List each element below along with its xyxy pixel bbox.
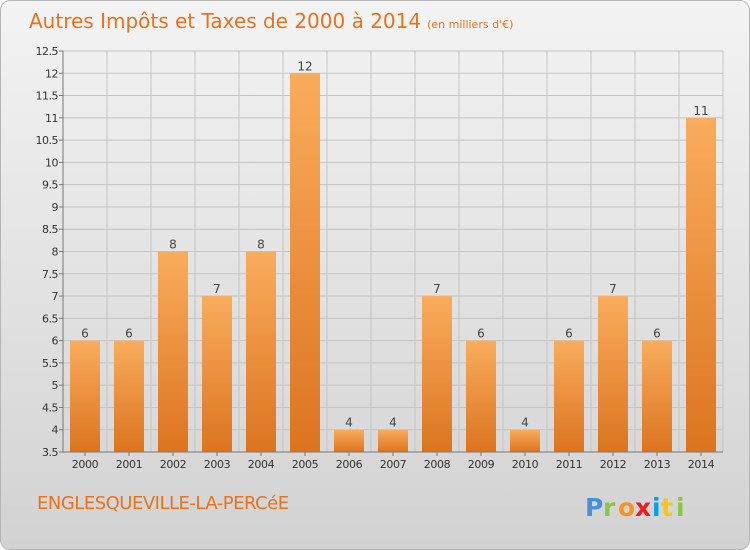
- x-tick-label: 2011: [556, 458, 582, 471]
- x-tick-label: 2014: [688, 458, 715, 471]
- data-label: 6: [477, 327, 485, 341]
- x-tick-label: 2000: [72, 458, 99, 471]
- data-label: 6: [565, 327, 573, 341]
- bar-2005[interactable]: [290, 73, 320, 453]
- data-label: 8: [169, 238, 177, 252]
- bar-2014[interactable]: [686, 117, 716, 452]
- chart-title: Autres Impôts et Taxes de 2000 à 2014 (en…: [29, 9, 513, 33]
- data-label: 4: [389, 416, 397, 430]
- proxiti-logo[interactable]: P r o x i t i: [583, 489, 693, 525]
- x-tick-label: 2013: [644, 458, 671, 471]
- bar-2011[interactable]: [554, 340, 584, 452]
- data-label: 7: [609, 282, 617, 296]
- bar-2013[interactable]: [642, 340, 672, 452]
- y-tick-label: 4: [52, 424, 59, 437]
- y-tick-label: 6.5: [42, 312, 58, 325]
- y-tick-label: 12.5: [36, 45, 59, 58]
- data-label: 11: [693, 104, 708, 118]
- x-tick-label: 2005: [292, 458, 319, 471]
- data-label: 6: [81, 327, 89, 341]
- data-label: 6: [125, 327, 133, 341]
- x-tick-label: 2007: [380, 458, 407, 471]
- y-tick-label: 7: [52, 290, 59, 303]
- y-tick-label: 9.5: [42, 179, 58, 192]
- data-label: 4: [345, 416, 353, 430]
- data-label: 6: [653, 327, 661, 341]
- y-tick-label: 12: [45, 67, 58, 80]
- y-tick-label: 7.5: [42, 268, 58, 281]
- y-tick-label: 10: [45, 156, 58, 169]
- bar-2004[interactable]: [246, 251, 276, 453]
- commune-name: ENGLESQUEVILLE-LA-PERCéE: [37, 493, 289, 514]
- title-text: Autres Impôts et Taxes de 2000 à 2014: [29, 9, 422, 33]
- bar-2002[interactable]: [158, 251, 188, 453]
- data-label: 7: [213, 282, 221, 296]
- y-tick-label: 11.5: [36, 90, 59, 103]
- data-label: 7: [433, 282, 441, 296]
- bar-2010[interactable]: [510, 429, 540, 452]
- y-tick-label: 3.5: [42, 446, 58, 459]
- bar-2009[interactable]: [466, 340, 496, 452]
- svg-text:r: r: [603, 493, 616, 522]
- x-tick-label: 2002: [160, 458, 186, 471]
- svg-text:P: P: [585, 493, 603, 522]
- y-tick-label: 6: [52, 335, 59, 348]
- bar-2012[interactable]: [598, 296, 628, 452]
- y-tick-label: 9: [52, 201, 59, 214]
- bar-2007[interactable]: [378, 429, 408, 452]
- svg-text:i: i: [652, 493, 661, 522]
- bar-2003[interactable]: [202, 296, 232, 452]
- svg-text:o: o: [618, 493, 635, 522]
- x-tick-label: 2004: [248, 458, 275, 471]
- data-label: 4: [521, 416, 529, 430]
- bar-2006[interactable]: [334, 429, 364, 452]
- x-tick-label: 2009: [468, 458, 495, 471]
- y-tick-label: 4.5: [42, 401, 58, 414]
- y-tick-label: 5.5: [42, 357, 58, 370]
- chart-subtitle: (en milliers d'€): [427, 18, 514, 31]
- x-tick-label: 2001: [116, 458, 142, 471]
- y-tick-label: 8.5: [42, 223, 58, 236]
- y-tick-label: 11: [45, 112, 58, 125]
- data-label: 8: [257, 238, 265, 252]
- svg-text:t: t: [661, 493, 673, 522]
- x-tick-label: 2012: [600, 458, 626, 471]
- x-tick-label: 2003: [204, 458, 231, 471]
- x-tick-label: 2010: [512, 458, 539, 471]
- bar-2001[interactable]: [114, 340, 144, 452]
- bar-2008[interactable]: [422, 296, 452, 452]
- y-tick-label: 8: [52, 246, 59, 259]
- svg-text:x: x: [635, 493, 651, 522]
- svg-text:i: i: [676, 493, 685, 522]
- bar-2000[interactable]: [70, 340, 100, 452]
- x-tick-label: 2006: [336, 458, 363, 471]
- x-tick-label: 2008: [424, 458, 451, 471]
- y-tick-label: 5: [52, 379, 59, 392]
- data-label: 12: [297, 59, 312, 73]
- y-tick-label: 10.5: [36, 134, 59, 147]
